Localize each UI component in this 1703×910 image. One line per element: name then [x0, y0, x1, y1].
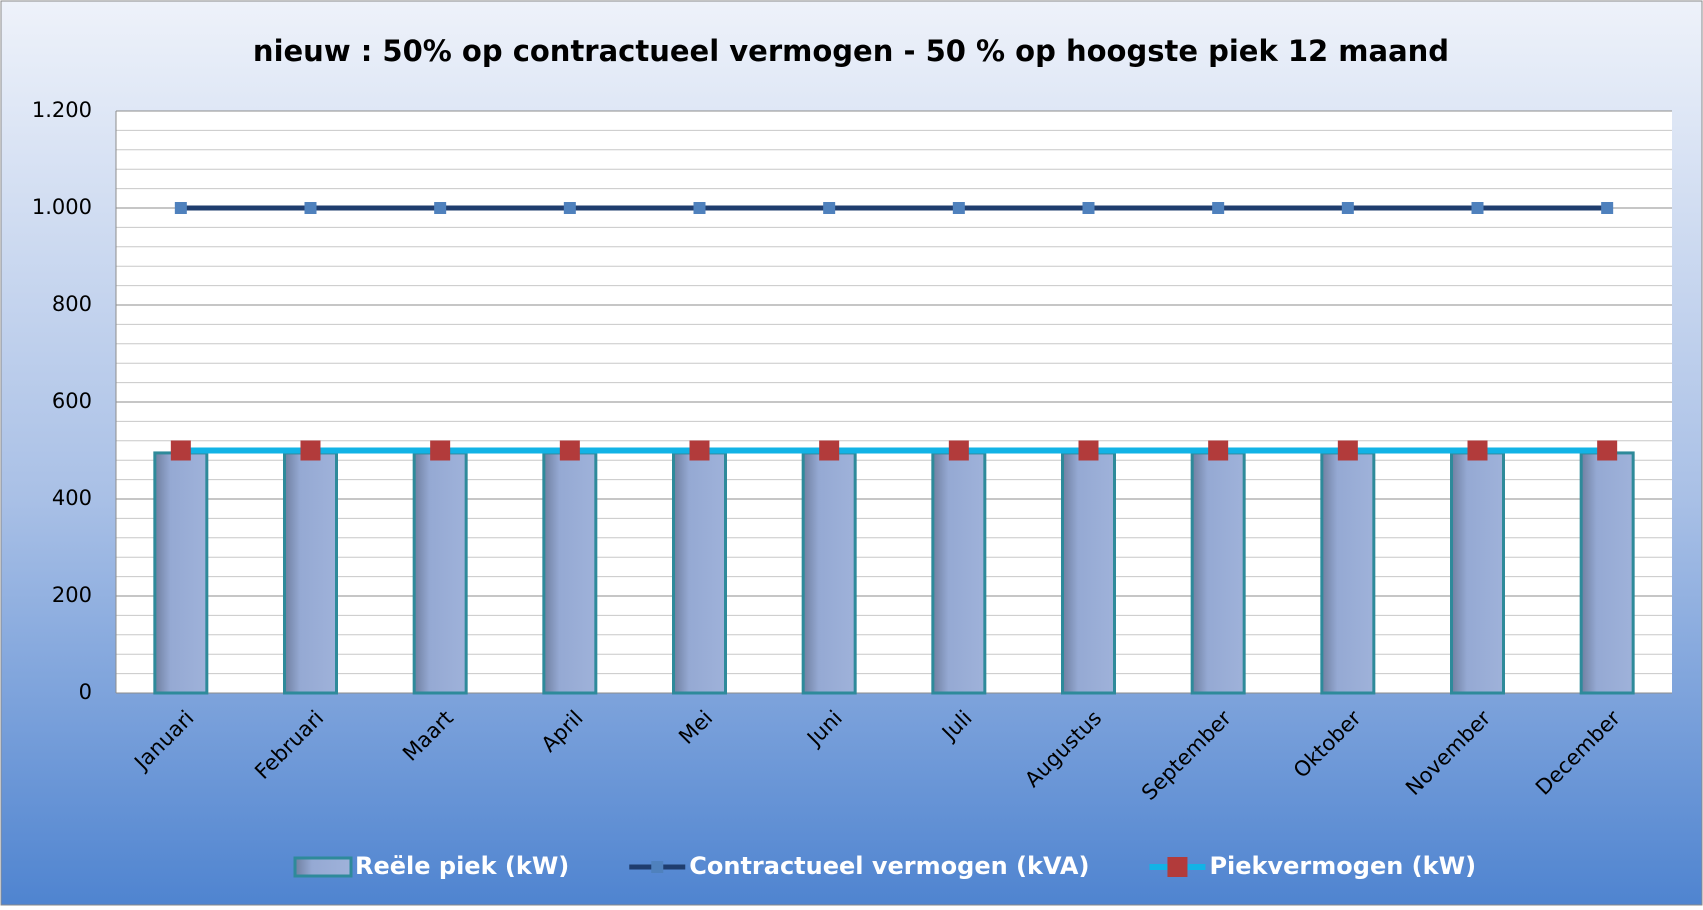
marker [1082, 202, 1095, 214]
bar [801, 451, 857, 695]
legend-label: Piekvermogen (kW) [1209, 852, 1476, 880]
y-tick-label: 600 [52, 389, 92, 413]
marker [693, 202, 706, 214]
y-tick-label: 1.200 [32, 98, 92, 122]
legend-marker [651, 861, 664, 873]
marker [689, 440, 710, 461]
y-tick-label: 800 [52, 292, 92, 316]
marker [434, 202, 447, 214]
marker [300, 440, 321, 461]
marker [1212, 202, 1225, 214]
bar [1579, 451, 1635, 695]
bar [1320, 451, 1376, 695]
marker [1471, 202, 1484, 214]
bar [672, 451, 727, 695]
marker [1601, 202, 1614, 214]
marker [304, 202, 317, 214]
marker [1467, 440, 1488, 461]
legend-swatch [293, 856, 353, 878]
bar [1190, 451, 1246, 695]
marker [1078, 440, 1099, 461]
bar [153, 451, 209, 695]
marker [1597, 440, 1618, 461]
y-tick-label: 1.000 [32, 195, 92, 219]
bar [542, 451, 598, 695]
marker [819, 440, 840, 461]
marker [1208, 440, 1229, 461]
marker [1337, 440, 1358, 461]
marker [563, 202, 576, 214]
y-tick-label: 0 [79, 680, 92, 704]
bar [1450, 451, 1505, 695]
marker [1341, 202, 1354, 214]
legend-marker [1167, 857, 1188, 877]
marker [948, 440, 969, 461]
bar [1061, 451, 1116, 695]
legend-label: Reële piek (kW) [355, 852, 569, 880]
marker [430, 440, 451, 461]
bar [412, 451, 468, 695]
bar [283, 451, 338, 695]
y-tick-label: 200 [52, 583, 92, 607]
marker [823, 202, 836, 214]
marker [952, 202, 965, 214]
marker [559, 440, 580, 461]
marker [170, 440, 191, 461]
marker [174, 202, 187, 214]
chart-title: nieuw : 50% op contractueel vermogen - 5… [253, 34, 1449, 68]
bar [931, 451, 987, 695]
legend-label: Contractueel vermogen (kVA) [689, 852, 1089, 880]
y-tick-label: 400 [52, 486, 92, 510]
